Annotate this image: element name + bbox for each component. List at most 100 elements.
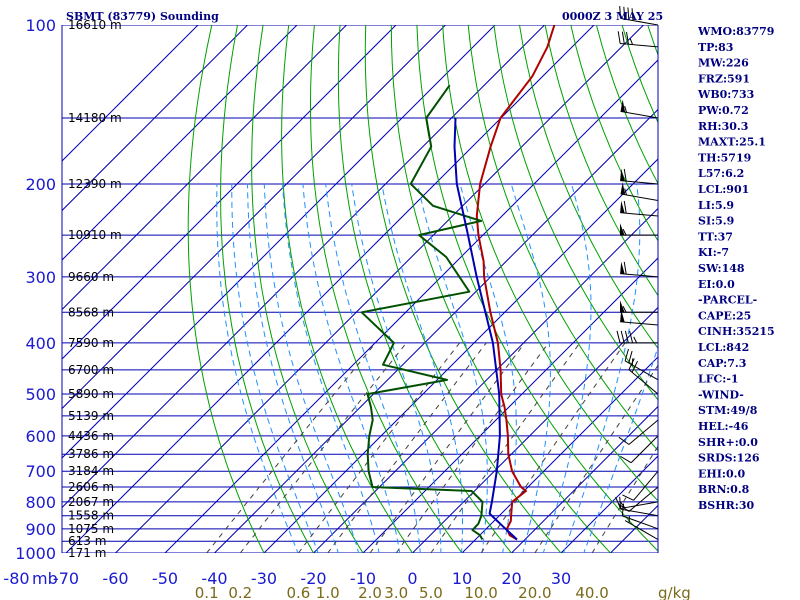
wind-barb <box>618 419 659 445</box>
index-line: WB0:733 <box>697 88 754 101</box>
isotherm <box>313 207 658 553</box>
index-line: TP:83 <box>698 41 733 54</box>
height-label: 6700 m <box>68 363 114 377</box>
wind-barb-feather <box>628 358 635 370</box>
grid-layer <box>62 25 658 553</box>
dry-adiabat <box>187 25 265 553</box>
wind-barb <box>616 330 658 344</box>
height-label: 2606 m <box>68 480 114 494</box>
wind-barb-feather <box>615 496 622 509</box>
isotherm <box>362 257 658 553</box>
index-line: TH:5719 <box>698 151 751 164</box>
mixing-ratio-line <box>327 342 487 553</box>
moist-adiabat <box>583 345 658 553</box>
mixing-ratio-line <box>369 342 526 553</box>
moist-adiabat <box>282 183 380 553</box>
wind-barb-feather <box>617 31 621 44</box>
chart-time: 0000Z 3 MAY 25 <box>562 10 663 23</box>
mixing-ratio-line <box>395 342 549 553</box>
wind-barb <box>620 261 659 278</box>
index-line: STM:49/8 <box>698 404 758 417</box>
pressure-tick-label: 500 <box>25 385 56 404</box>
wind-barb-staff <box>628 419 659 445</box>
index-line: SRDS:126 <box>698 452 760 465</box>
wind-barb-feather <box>629 330 634 344</box>
wind-barb-staff <box>620 180 659 185</box>
isotherm <box>412 306 658 553</box>
dry-adiabat <box>220 25 315 553</box>
index-line: RH:30.3 <box>698 120 748 133</box>
index-line: HEL:-46 <box>698 420 749 433</box>
wind-barb <box>620 223 658 236</box>
pressure-tick-label: 800 <box>25 493 56 512</box>
wind-barb-feather <box>631 8 634 21</box>
wind-barb-flag <box>620 309 625 323</box>
wind-barb-flag <box>620 168 625 182</box>
height-label: 12390 m <box>68 177 122 191</box>
wind-barb <box>620 435 659 464</box>
wind-barb-feather <box>624 105 628 113</box>
temperature-tick-label: -10 <box>350 569 376 588</box>
dry-adiabat <box>309 25 463 553</box>
isotherm <box>62 25 298 261</box>
wind-barb-feather <box>623 261 627 275</box>
index-line: CAPE:25 <box>698 309 751 322</box>
wind-barb-feather <box>622 228 627 236</box>
mixing-ratio-line <box>298 342 460 553</box>
index-line: L57:6.2 <box>698 167 744 180</box>
mixing-ratio-line <box>206 342 376 553</box>
wind-barb-staff <box>620 43 659 48</box>
index-line: -PARCEL- <box>698 294 757 307</box>
isotherm <box>560 455 658 553</box>
mixing-ratio-line <box>239 342 407 553</box>
wind-barb <box>624 348 659 381</box>
isotherm <box>62 25 347 311</box>
dry-adiabat <box>544 25 658 297</box>
wind-barb <box>615 496 659 509</box>
temperature-tick-label: -20 <box>300 569 326 588</box>
wind-barb-staff <box>624 520 659 540</box>
wind-barb <box>628 358 659 395</box>
dry-adiabat <box>281 25 414 553</box>
dry-adiabat <box>493 25 658 401</box>
wind-barb <box>620 200 659 217</box>
temperature-tick-label: 10 <box>452 569 472 588</box>
index-line: CAP:7.3 <box>698 357 746 370</box>
moist-adiabat <box>351 183 442 553</box>
index-line: SHR+:0.0 <box>698 436 758 449</box>
wind-barb-feather <box>624 330 629 344</box>
wind-barb-staff <box>620 110 659 119</box>
wind-barbs <box>615 6 659 540</box>
wind-barb-feather <box>633 336 638 344</box>
wind-barb-feather <box>631 360 638 373</box>
moist-adiabat <box>263 183 360 553</box>
wind-barb-feather <box>618 436 630 445</box>
dry-adiabat <box>390 25 612 553</box>
isotherm <box>62 25 496 459</box>
wind-barb-flag <box>620 223 625 236</box>
dry-adiabat <box>467 25 658 452</box>
wind-barb-flag <box>620 99 626 113</box>
wind-barb-staff <box>620 321 659 326</box>
index-line: BRN:0.8 <box>698 483 750 496</box>
wind-barb-staff <box>624 360 659 381</box>
index-line: BSHR:30 <box>698 499 754 512</box>
moist-adiabat <box>542 183 592 553</box>
temperature-tick-label: 30 <box>551 569 571 588</box>
pressure-tick-label: 600 <box>25 427 56 446</box>
mixing-ratio-tick-label: 0.1 <box>195 584 219 600</box>
index-line: EI:0.0 <box>698 278 735 291</box>
isotherm <box>511 405 658 553</box>
temperature-tick-label: -60 <box>102 569 128 588</box>
mixing-ratio-unit-label: g/kg <box>658 584 691 600</box>
pressure-tick-label: 900 <box>25 520 56 539</box>
moist-adiabat <box>325 183 421 553</box>
pressure-tick-label: 200 <box>25 175 56 194</box>
height-label: 1075 m <box>68 522 114 536</box>
wind-barb-feather <box>619 6 622 19</box>
mixing-ratio-tick-label: 3.0 <box>384 584 408 600</box>
wind-barb-staff <box>620 17 659 26</box>
wind-barb-feather <box>620 502 626 509</box>
